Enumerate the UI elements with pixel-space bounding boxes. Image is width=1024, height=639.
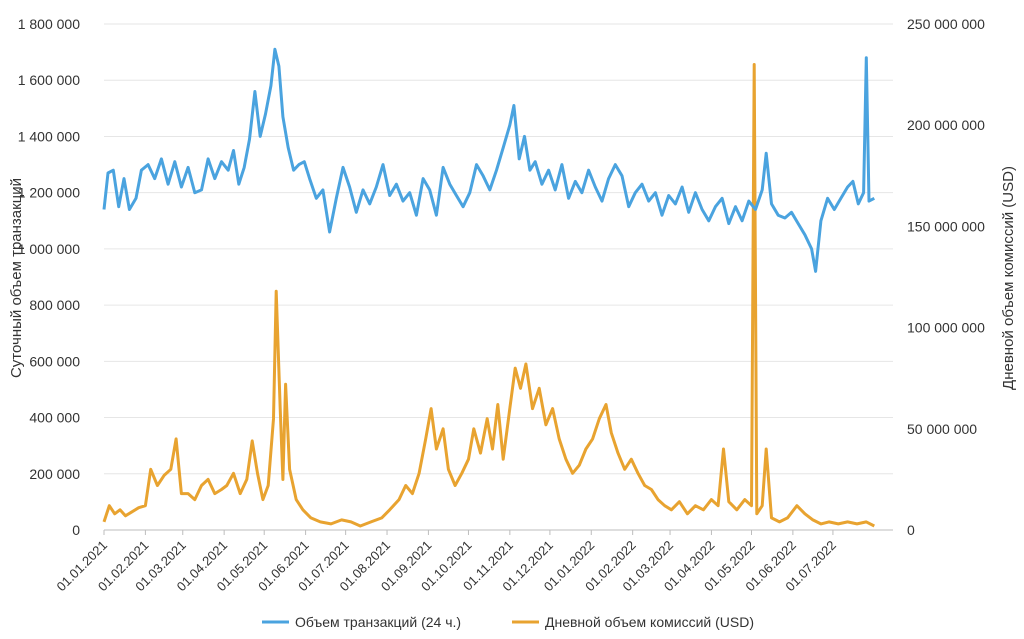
legend-label-fees: Дневной объем комиссий (USD) — [545, 614, 754, 630]
series-layer — [102, 47, 876, 528]
left-tick-label: 0 — [72, 522, 80, 538]
legend-label-transactions: Объем транзакций (24 ч.) — [295, 614, 461, 630]
left-tick-label: 1 600 000 — [18, 72, 80, 88]
grid-lines — [104, 23, 893, 531]
left-tick-label: 1 800 000 — [18, 16, 80, 32]
left-tick-label: 200 000 — [29, 466, 80, 482]
right-tick-label: 250 000 000 — [907, 16, 985, 32]
left-tick-label: 1 200 000 — [18, 185, 80, 201]
legend: Объем транзакций (24 ч.) Дневной объем к… — [262, 614, 754, 630]
series-line-transactions — [102, 47, 876, 273]
left-tick-label: 800 000 — [29, 297, 80, 313]
left-tick-label: 1 400 000 — [18, 128, 80, 144]
series-line-fees — [102, 63, 875, 528]
right-tick-label: 200 000 000 — [907, 117, 985, 133]
right-tick-label: 0 — [907, 522, 915, 538]
right-tick-label: 50 000 000 — [907, 421, 977, 437]
left-tick-label: 600 000 — [29, 353, 80, 369]
left-tick-label: 1 000 000 — [18, 241, 80, 257]
left-tick-label: 400 000 — [29, 410, 80, 426]
right-tick-label: 150 000 000 — [907, 218, 985, 234]
right-tick-label: 100 000 000 — [907, 320, 985, 336]
left-axis-title: Суточный объем транзакций — [8, 178, 25, 378]
right-axis: 0 50 000 000 100 000 000 150 000 000 200 000… — [907, 16, 985, 538]
right-axis-title: Дневной объем комиссий (USD) — [1000, 166, 1017, 390]
left-axis: 0 200 000 400 000 600 000 800 000 1 000 000 1 … — [18, 16, 81, 538]
x-axis: 01.01.202101.02.202101.03.202101.04.2021… — [53, 530, 839, 594]
